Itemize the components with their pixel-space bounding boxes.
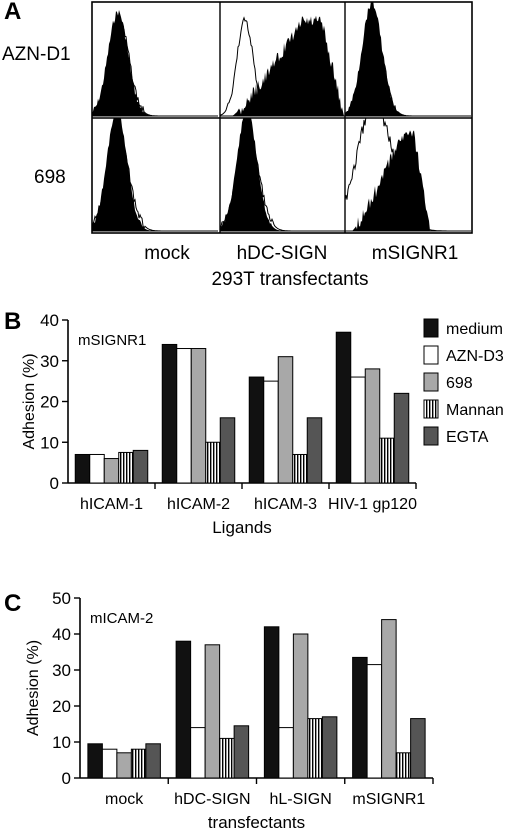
- panel-a-letter: A: [4, 0, 22, 25]
- y-tick-label: 20: [40, 393, 59, 412]
- x-tick-label: hL-SIGN: [270, 791, 332, 808]
- bar-mannan: [307, 718, 323, 779]
- inset-label: mICAM-2: [90, 610, 153, 627]
- bar-medium: [352, 656, 368, 779]
- histogram-panel: [345, 2, 471, 117]
- y-tick-label: 10: [40, 433, 59, 452]
- bar-egta: [410, 718, 426, 779]
- legend-label: AZN-D3: [446, 348, 504, 365]
- inset-label: mSIGNR1: [78, 332, 146, 349]
- col-label-mock: mock: [144, 243, 190, 264]
- histogram-outline: [92, 132, 218, 232]
- bar-egta: [132, 449, 149, 484]
- x-tick-label: hICAM-1: [80, 496, 143, 513]
- y-tick-label: 30: [40, 352, 59, 371]
- histogram-outline: [220, 16, 345, 117]
- histogram-fill: [92, 10, 218, 116]
- y-axis-label: Adhesion (%): [21, 353, 38, 449]
- histogram-panel: [92, 10, 218, 117]
- bar-medium: [87, 743, 103, 779]
- histogram-outline: [220, 131, 345, 232]
- bar-azn-d3: [101, 748, 118, 779]
- legend-swatch: [423, 399, 439, 419]
- panel-b-letter: B: [4, 308, 22, 335]
- legend-label: EGTA: [446, 429, 489, 446]
- row-label-698: 698: [34, 167, 66, 188]
- bar-egta: [219, 417, 236, 484]
- y-tick-label: 0: [62, 769, 71, 788]
- histogram-outline: [345, 118, 471, 232]
- histogram-fill: [345, 2, 471, 116]
- x-tick-label: mSIGNR1: [352, 791, 425, 808]
- bar-698: [364, 368, 381, 484]
- bar-azn-d3: [190, 727, 206, 779]
- bar-medium: [263, 626, 280, 779]
- bar-698: [190, 348, 207, 484]
- histogram-panel: [220, 15, 345, 117]
- bar-698: [116, 752, 132, 779]
- histogram-panel: [220, 118, 345, 232]
- bar-698: [204, 644, 221, 779]
- bar-egta: [233, 725, 250, 779]
- histogram-fill: [220, 118, 345, 231]
- col-label-hdc-sign: hDC-SIGN: [236, 243, 328, 264]
- histogram-fill: [220, 15, 344, 117]
- legend-label: 698: [446, 375, 473, 392]
- bar-698: [277, 356, 294, 484]
- bar-698: [381, 619, 397, 779]
- histogram-panel: [345, 118, 471, 232]
- legend-label: medium: [446, 321, 503, 338]
- bar-azn-d3: [366, 664, 383, 779]
- y-tick-label: 30: [52, 661, 71, 680]
- y-tick-label: 40: [40, 311, 59, 330]
- bar-698: [292, 633, 309, 779]
- y-tick-label: 0: [50, 474, 59, 493]
- x-tick-label: mock: [105, 791, 144, 808]
- x-axis-label: transfectants: [208, 813, 305, 832]
- bar-egta: [393, 392, 410, 484]
- col-label-msignr1: mSIGNR1: [371, 243, 459, 264]
- bar-medium: [175, 640, 192, 779]
- x-axis-label: Ligands: [212, 518, 272, 537]
- row-label-azn-d1: AZN-D1: [2, 44, 71, 65]
- legend-swatch: [423, 426, 439, 446]
- flow-histogram-grid: [91, 1, 473, 234]
- y-tick-label: 10: [52, 733, 71, 752]
- y-tick-label: 40: [52, 625, 71, 644]
- histogram-outline: [92, 16, 218, 117]
- y-axis-label: Adhesion (%): [25, 640, 42, 736]
- y-tick-label: 20: [52, 697, 71, 716]
- bar-azn-d3: [278, 727, 294, 779]
- x-tick-label: hDC-SIGN: [174, 791, 250, 808]
- histogram-panel: [92, 118, 218, 232]
- bar-mannan: [395, 752, 412, 779]
- legend-swatch: [423, 372, 439, 392]
- legend-swatch: [423, 318, 439, 338]
- bar-chart-b: 0 10 20 30 40 Adhesion (%) mSIGNR1 hICAM-1 hICAM…: [21, 311, 504, 537]
- bar-mannan: [219, 737, 235, 779]
- x-tick-label: HIV-1 gp120: [328, 496, 417, 513]
- panel-a-footer: 293T transfectants: [211, 269, 369, 290]
- y-tick-label: 50: [52, 589, 71, 608]
- histogram-outline: [345, 17, 471, 117]
- bar-mannan: [130, 748, 147, 779]
- legend-swatch: [423, 345, 439, 365]
- panel-c-letter: C: [4, 590, 22, 617]
- bar-egta: [145, 743, 161, 779]
- legend-label: Mannan: [446, 402, 504, 419]
- x-tick-label: hICAM-3: [254, 496, 317, 513]
- histogram-fill: [345, 130, 430, 231]
- bar-egta: [321, 716, 338, 779]
- x-tick-label: hICAM-2: [167, 496, 230, 513]
- bar-egta: [306, 417, 323, 484]
